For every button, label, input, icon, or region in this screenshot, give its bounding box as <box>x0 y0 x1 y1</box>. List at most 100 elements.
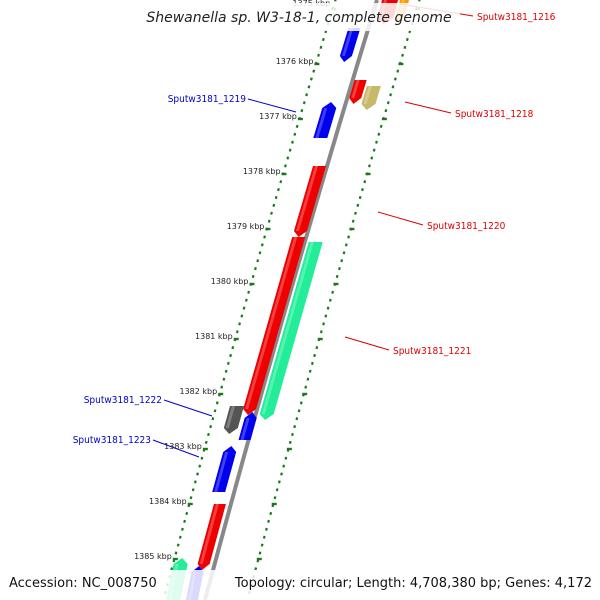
leader-line-sputw3181-1223 <box>152 439 200 458</box>
scale-tick-minor <box>288 440 292 444</box>
scale-tick-minor <box>284 164 287 168</box>
tick-label-1377: 1377 kbp <box>259 112 297 121</box>
scale-tick-minor <box>170 567 174 571</box>
scale-tick-minor <box>196 472 199 476</box>
scale-tick-minor <box>213 409 217 413</box>
scale-tick-minor <box>295 417 299 421</box>
gene-label-sputw3181-1220[interactable]: Sputw3181_1220 <box>427 221 506 232</box>
scale-tick-minor <box>305 93 309 97</box>
scale-tick-minor <box>176 543 180 547</box>
tick-label-1379: 1379 kbp <box>227 222 265 231</box>
gene-label-sputw3181-1216[interactable]: Sputw3181_1216 <box>477 12 556 23</box>
scale-tick-minor <box>191 488 195 492</box>
gene-unlabeled-2-highlight <box>341 28 354 56</box>
scale-tick-minor <box>344 243 348 247</box>
tick-label-1383: 1383 kbp <box>164 442 202 451</box>
leader-line-sputw3181-1221 <box>344 336 390 351</box>
scale-tick-minor <box>361 187 364 192</box>
scale-tick-minor <box>401 53 404 57</box>
scale-tick-minor <box>209 425 213 429</box>
gene-sputw3181-1222 <box>223 406 244 434</box>
scale-tick-minor <box>372 148 376 152</box>
scale-tick-minor <box>260 243 264 247</box>
gene-label-sputw3181-1218[interactable]: Sputw3181_1218 <box>455 109 534 120</box>
gene-unlabeled-2 <box>339 28 361 62</box>
gene-unlabeled-12 <box>197 504 226 570</box>
gene-unlabeled-7-highlight <box>245 237 298 409</box>
scale-tick-minor <box>377 132 381 136</box>
tick-label-1376: 1376 kbp <box>276 57 314 66</box>
scale-tick-minor <box>256 259 260 263</box>
gene-unlabeled-4 <box>349 80 367 104</box>
scale-tick-minor <box>368 164 371 168</box>
scale-tick-minor <box>328 298 332 302</box>
scale-tick-minor <box>279 180 283 184</box>
gene-unlabeled-7 <box>243 237 306 415</box>
scale-tick-minor <box>342 251 346 255</box>
scale-tick-minor <box>386 101 390 105</box>
scale-tick-minor <box>293 425 297 429</box>
leader-line-sputw3181-1219 <box>247 98 297 113</box>
scale-tick-minor <box>286 156 290 160</box>
scale-tick-minor <box>200 456 204 460</box>
scale-tick-minor <box>193 480 197 484</box>
scale-tick-minor <box>384 108 388 113</box>
scale-tick-minor <box>183 519 186 523</box>
gene-sputw3181-1220-highlight <box>295 166 319 231</box>
scale-tick-minor <box>354 211 357 215</box>
scale-tick-minor <box>244 298 248 302</box>
gene-unlabeled-12-highlight <box>199 504 219 564</box>
scale-tick-minor <box>189 496 193 500</box>
gene-sputw3181-1220 <box>293 166 327 237</box>
scale-tick-minor <box>306 377 310 381</box>
tick-label-1384: 1384 kbp <box>149 497 187 506</box>
scale-tick-minor <box>238 322 241 326</box>
scale-tick-minor <box>307 85 311 89</box>
scale-tick-minor <box>302 101 306 105</box>
gene-sputw3181-1222-highlight <box>225 406 235 428</box>
scale-tick-minor <box>403 45 407 50</box>
scale-ticks <box>163 0 421 595</box>
gene-label-sputw3181-1219[interactable]: Sputw3181_1219 <box>168 94 247 105</box>
scale-tick-minor <box>304 385 308 389</box>
gene-label-sputw3181-1222[interactable]: Sputw3181_1222 <box>84 395 162 406</box>
scale-tick-minor <box>207 432 210 437</box>
scale-tick-minor <box>277 480 281 484</box>
scale-tick-minor <box>222 377 226 381</box>
scale-tick-minor <box>291 140 294 144</box>
scale-tick-minor <box>293 132 297 136</box>
leader-line-sputw3181-1218 <box>404 101 452 114</box>
scale-tick-minor <box>309 77 313 81</box>
tick-label-1382: 1382 kbp <box>179 387 217 396</box>
scale-tick-minor <box>396 69 400 73</box>
scale-tick-minor <box>291 432 294 437</box>
scale-tick-minor <box>299 401 303 405</box>
scale-tick-minor <box>235 330 239 334</box>
genes-group <box>166 0 409 600</box>
gene-sputw3181-1223 <box>212 446 237 492</box>
accession-text: Accession: NC_008750 <box>9 576 157 591</box>
gene-sputw3181-1221 <box>259 242 323 420</box>
tick-label-1381: 1381 kbp <box>195 332 233 341</box>
scale-tick-minor <box>258 551 262 555</box>
scale-tick-minor <box>178 535 182 539</box>
scale-tick-minor <box>389 93 393 97</box>
scale-tick-minor <box>338 266 341 271</box>
scale-tick-minor <box>226 361 230 365</box>
scale-tick-minor <box>358 195 362 200</box>
scale-tick-minor <box>326 306 330 310</box>
scale-tick-minor <box>242 306 246 310</box>
gene-labels: Sputw3181_1216 Sputw3181_1218 Sputw3181_12… <box>73 12 556 446</box>
gene-sputw3181-1218-highlight <box>363 86 372 104</box>
title-backdrop <box>140 3 460 31</box>
scale-tick-minor <box>284 456 288 460</box>
scale-tick-minor <box>379 124 383 129</box>
scale-tick-minor <box>174 551 178 555</box>
scale-tick-minor <box>251 274 255 279</box>
gene-label-sputw3181-1221[interactable]: Sputw3181_1221 <box>393 346 471 357</box>
gene-label-sputw3181-1223[interactable]: Sputw3181_1223 <box>73 435 151 446</box>
scale-tick-minor <box>229 353 233 358</box>
scale-tick-minor <box>272 203 276 208</box>
